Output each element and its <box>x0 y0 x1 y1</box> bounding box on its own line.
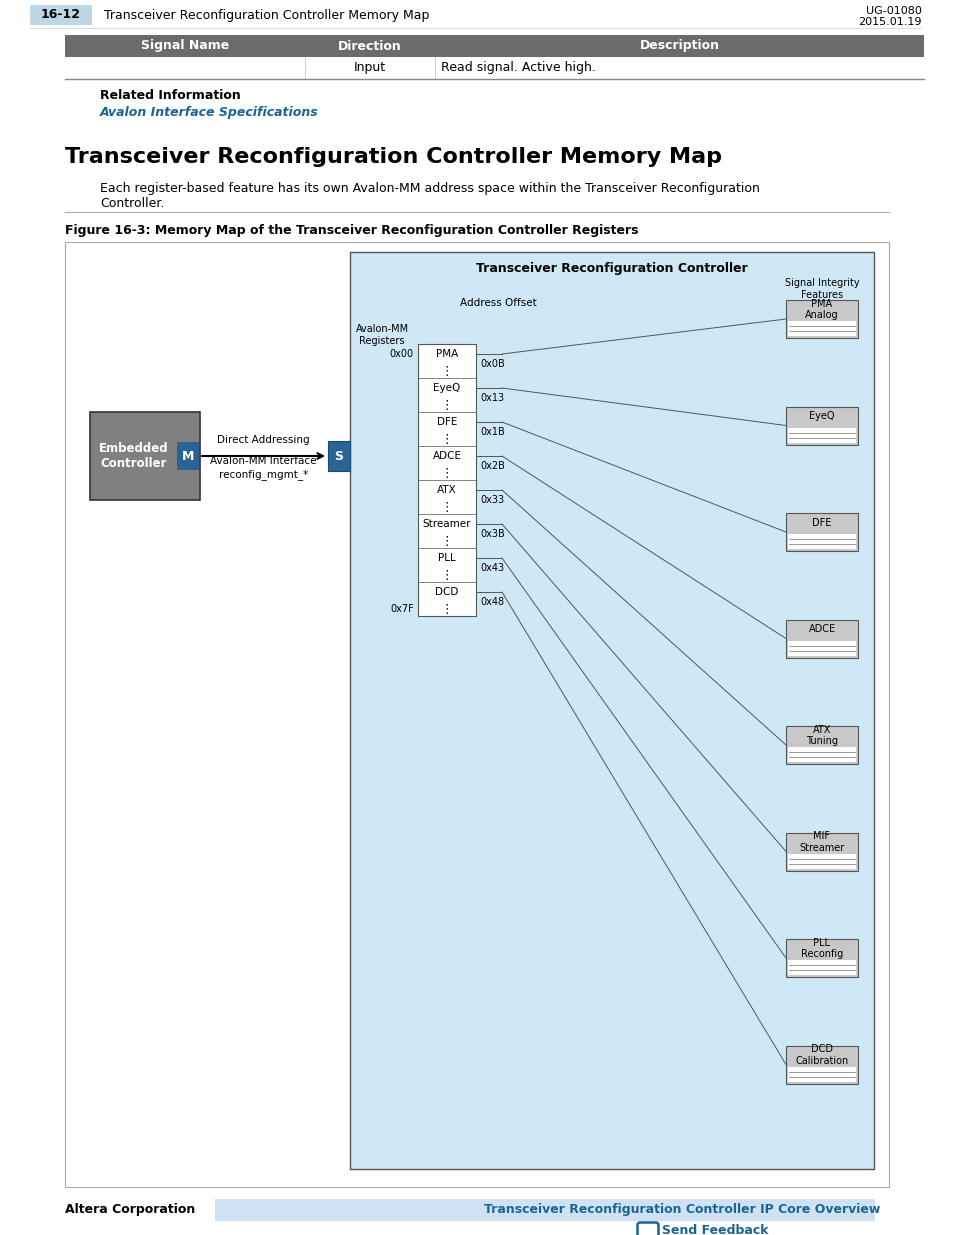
Text: Input: Input <box>354 62 386 74</box>
Text: 0x1B: 0x1B <box>479 427 504 437</box>
Bar <box>785 406 857 445</box>
Text: PMA: PMA <box>436 350 457 359</box>
Text: 2015.01.19: 2015.01.19 <box>858 17 921 27</box>
Text: Transceiver Reconfiguration Controller: Transceiver Reconfiguration Controller <box>476 262 747 275</box>
Bar <box>30 5 91 25</box>
Bar <box>90 412 200 500</box>
Text: M: M <box>182 450 194 462</box>
Bar <box>787 960 855 974</box>
Text: ADCE: ADCE <box>807 624 835 634</box>
Text: ⋮: ⋮ <box>440 364 453 378</box>
Text: Transceiver Reconfiguration Controller IP Core Overview: Transceiver Reconfiguration Controller I… <box>483 1203 879 1216</box>
Bar <box>785 939 857 977</box>
Bar <box>787 427 855 442</box>
Text: ⋮: ⋮ <box>440 399 453 411</box>
Text: Each register-based feature has its own Avalon-MM address space within the Trans: Each register-based feature has its own … <box>100 182 760 195</box>
Text: Send Feedback: Send Feedback <box>661 1224 768 1235</box>
Text: Controller.: Controller. <box>100 198 164 210</box>
Text: 0x7F: 0x7F <box>390 604 414 614</box>
Text: 16-12: 16-12 <box>41 9 81 21</box>
Text: PMA
Analog: PMA Analog <box>804 299 838 320</box>
Text: Address Offset: Address Offset <box>459 298 536 308</box>
Bar <box>305 35 435 57</box>
Text: 0x33: 0x33 <box>479 495 503 505</box>
Text: DFE: DFE <box>436 417 456 427</box>
Text: Streamer: Streamer <box>422 519 471 529</box>
Text: Avalon Interface Specifications: Avalon Interface Specifications <box>100 106 318 119</box>
Bar <box>787 641 855 656</box>
Text: 0x2B: 0x2B <box>479 461 504 471</box>
Text: Figure 16-3: Memory Map of the Transceiver Reconfiguration Controller Registers: Figure 16-3: Memory Map of the Transceiv… <box>65 224 638 237</box>
Text: 0x00: 0x00 <box>390 350 414 359</box>
Text: 0x43: 0x43 <box>479 563 503 573</box>
Text: S: S <box>335 450 343 462</box>
Text: 0x48: 0x48 <box>479 597 503 606</box>
Bar <box>65 35 305 57</box>
Text: MIF
Streamer: MIF Streamer <box>799 831 843 853</box>
Text: Avalon-MM
Registers: Avalon-MM Registers <box>355 324 408 346</box>
Text: 0x0B: 0x0B <box>479 359 504 369</box>
Text: 0x3B: 0x3B <box>479 529 504 538</box>
Bar <box>785 620 857 657</box>
Text: Altera Corporation: Altera Corporation <box>65 1203 195 1216</box>
Text: ⋮: ⋮ <box>440 467 453 479</box>
Text: ⋮: ⋮ <box>440 568 453 582</box>
Bar <box>787 747 855 762</box>
Text: PLL
Reconfig: PLL Reconfig <box>800 937 842 960</box>
Text: DCD
Calibration: DCD Calibration <box>795 1045 848 1066</box>
Bar <box>785 832 857 871</box>
Bar <box>177 442 199 471</box>
Bar <box>785 300 857 338</box>
Text: ⋮: ⋮ <box>440 500 453 514</box>
Text: ADCE: ADCE <box>432 451 461 461</box>
Text: reconfig_mgmt_*: reconfig_mgmt_* <box>218 469 308 480</box>
Bar <box>787 1067 855 1082</box>
Bar <box>417 345 476 616</box>
Text: Related Information: Related Information <box>100 89 240 103</box>
Text: UG-01080: UG-01080 <box>865 6 921 16</box>
Text: Direct Addressing: Direct Addressing <box>217 435 310 445</box>
Text: Signal Integrity
Features: Signal Integrity Features <box>784 278 859 300</box>
Text: Signal Name: Signal Name <box>141 40 229 53</box>
Bar <box>65 242 888 1187</box>
Text: ATX
Tuning: ATX Tuning <box>805 725 837 746</box>
Text: Embedded
Controller: Embedded Controller <box>99 442 169 471</box>
Bar <box>787 853 855 868</box>
Text: Transceiver Reconfiguration Controller Memory Map: Transceiver Reconfiguration Controller M… <box>65 147 721 167</box>
Text: DCD: DCD <box>435 587 458 597</box>
Text: PLL: PLL <box>437 553 456 563</box>
Bar <box>787 534 855 550</box>
Text: EyeQ: EyeQ <box>808 411 834 421</box>
Text: Read signal. Active high.: Read signal. Active high. <box>440 62 596 74</box>
Bar <box>785 513 857 551</box>
Text: ⋮: ⋮ <box>440 535 453 547</box>
Bar <box>785 1046 857 1083</box>
Text: DFE: DFE <box>811 517 831 527</box>
Text: Transceiver Reconfiguration Controller Memory Map: Transceiver Reconfiguration Controller M… <box>104 9 429 21</box>
Text: EyeQ: EyeQ <box>433 383 460 393</box>
Text: ⋮: ⋮ <box>440 603 453 615</box>
Bar <box>435 35 923 57</box>
Bar <box>787 321 855 336</box>
Bar <box>785 726 857 764</box>
Text: Description: Description <box>639 40 719 53</box>
Bar <box>350 252 873 1170</box>
Bar <box>214 1199 874 1221</box>
Text: Avalon-MM Interface: Avalon-MM Interface <box>210 456 316 466</box>
Text: 0x13: 0x13 <box>479 393 503 403</box>
Text: ATX: ATX <box>436 485 456 495</box>
Bar <box>328 441 350 471</box>
Text: Direction: Direction <box>337 40 401 53</box>
Text: ⋮: ⋮ <box>440 432 453 446</box>
